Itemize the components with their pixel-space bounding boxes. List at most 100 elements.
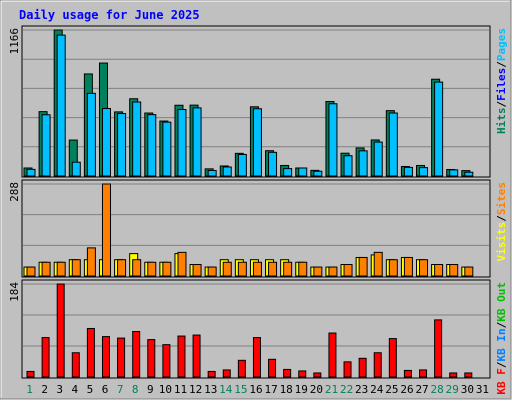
legend-item-kb-in: KB In (495, 328, 508, 361)
bar-pages-day-9 (147, 114, 157, 177)
day-label-5: 5 (87, 383, 94, 396)
bar-kb-f-day-8 (132, 331, 141, 378)
bar-sites-day-22 (343, 264, 353, 277)
bar-kb-f-day-2 (41, 337, 50, 378)
day-label-7: 7 (117, 383, 124, 396)
bar-kb-f-day-24 (373, 352, 382, 378)
legend-item-sites: Sites (495, 182, 508, 215)
day-axis: 1 2 3 4 5 6 7 8 9 10 11 12 13 14 15 16 17 18 19 20 21 22 23 24 2… (26, 383, 489, 396)
day-label-30: 30 (461, 383, 474, 396)
bar-pages-day-3 (56, 34, 66, 177)
bar-sites-day-26 (403, 256, 413, 277)
bar-sites-day-16 (252, 261, 262, 277)
day-label-9: 9 (147, 383, 154, 396)
bar-kb-f-day-21 (328, 332, 337, 378)
day-label-6: 6 (102, 383, 109, 396)
legend-item-pages: Pages (495, 28, 508, 61)
bar-pages-day-16 (252, 108, 262, 177)
ymax-label-bottom: 184 (8, 282, 21, 302)
bar-pages-day-20 (313, 170, 323, 177)
day-label-3: 3 (56, 383, 63, 396)
bar-pages-day-26 (403, 166, 413, 177)
panel-bottom: 184 KB F/KB In/KB Out (8, 279, 508, 395)
day-label-1: 1 (26, 383, 33, 396)
bar-sites-day-1 (26, 266, 36, 277)
bar-pages-day-2 (41, 114, 51, 177)
bar-kb-f-day-17 (268, 358, 277, 378)
bar-sites-day-12 (192, 264, 202, 277)
bar-kb-f-day-5 (86, 327, 95, 378)
bar-kb-f-day-10 (162, 344, 171, 378)
bar-sites-day-8 (132, 259, 142, 277)
legend-bottom: KB F/KB In/KB Out (495, 282, 508, 395)
bar-pages-day-19 (298, 167, 308, 177)
day-label-28: 28 (431, 383, 444, 396)
bar-sites-day-24 (373, 251, 383, 277)
day-label-31: 31 (476, 383, 489, 396)
bar-kb-f-day-13 (207, 370, 216, 378)
bar-sites-day-4 (71, 259, 81, 277)
legend-separator: / (495, 101, 508, 108)
chart-title: Daily usage for June 2025 (19, 8, 200, 22)
legend-item-hits: Hits (495, 108, 508, 135)
bar-pages-day-22 (343, 155, 353, 177)
bar-kb-f-day-15 (237, 359, 246, 378)
bar-kb-f-day-26 (403, 369, 412, 378)
bar-pages-day-28 (434, 81, 444, 177)
day-label-25: 25 (385, 383, 398, 396)
day-label-13: 13 (204, 383, 217, 396)
legend-item-kb-f: KB F (495, 368, 508, 395)
bar-kb-f-day-28 (434, 319, 443, 378)
day-label-17: 17 (264, 383, 277, 396)
bar-kb-f-day-6 (101, 336, 110, 378)
day-label-15: 15 (234, 383, 247, 396)
bar-kb-f-day-30 (464, 372, 473, 378)
legend-top: Hits/Files/Pages (495, 28, 508, 134)
day-label-29: 29 (446, 383, 459, 396)
day-label-16: 16 (249, 383, 262, 396)
bar-kb-f-day-3 (56, 283, 65, 378)
bar-sites-day-5 (86, 247, 96, 277)
bar-sites-day-21 (328, 266, 338, 277)
bar-pages-day-21 (328, 103, 338, 177)
bar-kb-f-day-4 (71, 352, 80, 378)
legend-item-files: Files (495, 68, 508, 101)
legend-middle: Visits/Sites (495, 182, 508, 262)
bar-pages-day-12 (192, 107, 202, 177)
bar-sites-day-20 (313, 266, 323, 277)
day-label-20: 20 (310, 383, 323, 396)
bar-sites-day-27 (419, 259, 429, 277)
bar-pages-day-25 (388, 112, 398, 177)
bar-kb-f-day-29 (449, 372, 458, 378)
bar-sites-day-6 (101, 183, 111, 277)
bar-sites-day-28 (434, 264, 444, 277)
bar-sites-day-23 (358, 256, 368, 277)
bar-sites-day-10 (162, 261, 172, 277)
bar-kb-f-day-19 (298, 370, 307, 378)
bar-pages-day-13 (207, 169, 217, 177)
bar-kb-f-day-23 (358, 357, 367, 378)
bar-sites-day-14 (222, 261, 232, 277)
legend-separator: / (495, 215, 508, 222)
bar-kb-f-day-1 (26, 370, 35, 378)
chart-panels: 1166Hits/Files/Pages288Visits/Sites184KB… (8, 25, 508, 395)
bar-pages-day-5 (86, 92, 96, 177)
day-label-11: 11 (174, 383, 187, 396)
day-label-23: 23 (355, 383, 368, 396)
legend-separator: / (495, 361, 508, 368)
bar-sites-day-11 (177, 251, 187, 277)
day-label-8: 8 (132, 383, 139, 396)
bar-pages-day-1 (26, 168, 36, 177)
legend-separator: / (495, 321, 508, 328)
day-label-10: 10 (159, 383, 172, 396)
bar-kb-f-day-7 (117, 337, 126, 378)
day-label-2: 2 (41, 383, 48, 396)
ymax-label-middle: 288 (8, 182, 21, 202)
bar-pages-day-7 (117, 113, 127, 177)
day-label-18: 18 (280, 383, 293, 396)
bar-kb-f-day-14 (222, 369, 231, 378)
bar-sites-day-18 (283, 261, 293, 277)
bar-pages-day-17 (268, 151, 278, 177)
